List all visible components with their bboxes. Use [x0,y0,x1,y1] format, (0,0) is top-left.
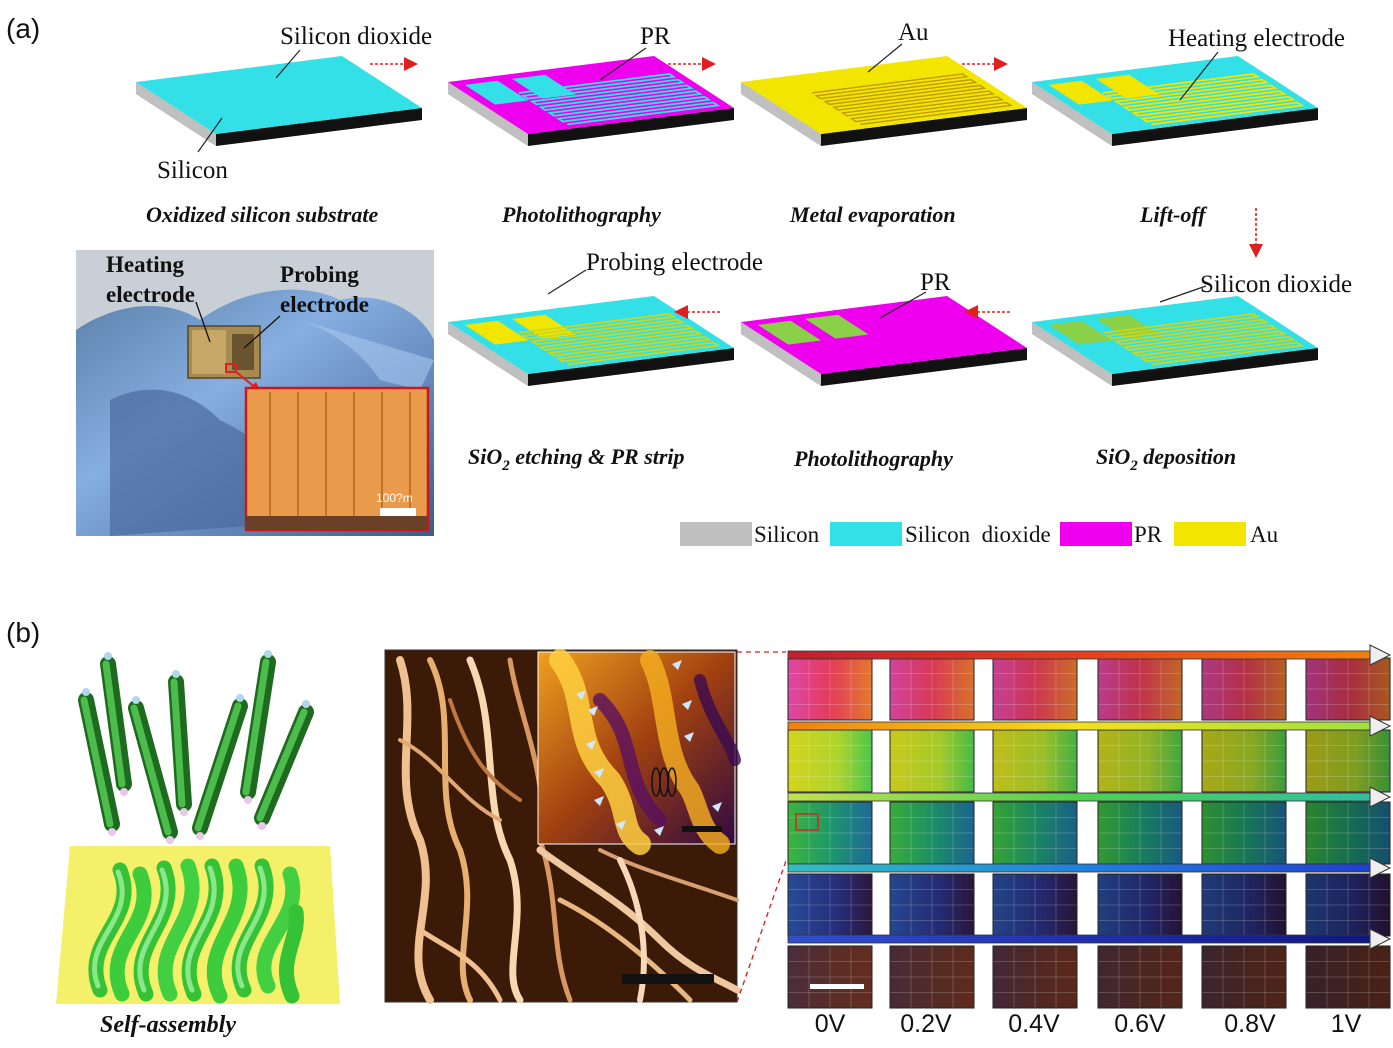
chip-au [741,56,1027,146]
panel-b-label: (b) [6,617,40,648]
color-tile [1201,729,1287,793]
voltage-label: 0.6V [1114,1010,1166,1038]
photo-label-probing-1: Probing [280,262,359,287]
label-au: Au [898,19,929,46]
legend-swatch-pr [1060,522,1132,546]
legend-swatch-silicon-dioxide [830,522,902,546]
legend-pr: PR [1134,522,1163,547]
caption-sio2-deposition: SiO2 deposition [1096,444,1236,474]
chip-lift [1032,56,1318,146]
spectrum-arrow [787,715,1392,737]
step-labels: Silicon dioxide Silicon PR Au Heating el… [157,19,1352,319]
voltage-labels: 0V 0.2V 0.4V 0.6V 0.8V 1V [815,1010,1362,1038]
voltage-label: 0.2V [900,1010,952,1038]
color-tile [1201,873,1287,937]
arrow-right-icon [404,57,418,71]
voltage-label: 0V [815,1010,846,1038]
afm-image [384,649,797,1004]
arrow-left-icon [674,305,688,319]
color-tile [889,729,975,793]
label-heating-electrode: Heating electrode [1168,25,1345,52]
color-tile [1305,729,1391,793]
color-tile [787,657,873,721]
label-silicon-dioxide: Silicon dioxide [280,23,432,50]
color-tile [1097,873,1183,937]
color-tile [1097,945,1183,1009]
color-tile [889,945,975,1009]
color-tile [1305,801,1391,865]
color-tile [1201,657,1287,721]
arrow-down-icon [1249,244,1263,258]
caption-oxidized-substrate: Oxidized silicon substrate [146,202,378,227]
color-tile [1097,729,1183,793]
voltage-label: 0.8V [1224,1010,1276,1038]
chip-dep [1032,296,1318,386]
color-tile [1201,801,1287,865]
legend-silicon-dioxide: Silicon dioxide [905,522,1051,547]
color-tile [1097,801,1183,865]
color-tile [1305,945,1391,1009]
color-tile [787,945,873,1009]
color-tile [787,801,873,865]
afm-marker-arrows [576,660,722,836]
self-assembly-illustration: Self-assembly [56,650,340,1038]
color-tile [992,729,1078,793]
caption-sio2-etching: SiO2 etching & PR strip [468,444,685,474]
label-silicon: Silicon [157,157,228,184]
legend: Silicon Silicon dioxide PR Au [680,522,1279,547]
spectrum-arrow [787,644,1392,666]
arrow-left-icon [964,305,978,319]
spectrum-arrow [787,928,1392,950]
color-tile [787,729,873,793]
color-tile [992,945,1078,1009]
color-tile [1097,657,1183,721]
color-tile [1201,945,1287,1009]
caption-metal-evaporation: Metal evaporation [789,202,956,227]
chip-substrate [136,56,422,146]
spectrum-arrow [787,857,1392,879]
color-tile [787,873,873,937]
color-tile [1305,657,1391,721]
panel-a-label: (a) [6,13,40,44]
color-tile [1305,873,1391,937]
photo-label-heating-1: Heating [106,252,184,277]
caption-photolithography-1: Photolithography [501,202,661,227]
color-tile [992,873,1078,937]
color-tile [992,801,1078,865]
legend-silicon: Silicon [754,522,820,547]
voltage-label: 0.4V [1008,1010,1060,1038]
voltage-label: 1V [1331,1010,1362,1038]
chip-pr2 [741,296,1027,386]
label-probing-electrode: Probing electrode [586,249,763,276]
self-assembly-caption: Self-assembly [100,1012,236,1038]
arrow-right-icon [994,57,1008,71]
legend-au: Au [1250,522,1279,547]
legend-swatch-au [1174,522,1246,546]
photo-scale-text: 100?m [376,491,413,505]
chip-pr1 [448,56,734,146]
legend-swatch-silicon [680,522,752,546]
arrow-right-icon [702,57,716,71]
caption-lift-off: Lift-off [1139,202,1208,227]
voltage-color-grid [786,644,1392,1009]
process-arrows [370,57,1263,319]
process-steps [136,56,1318,386]
label-pr-1: PR [640,23,671,50]
photo-label-heating-2: electrode [106,282,195,307]
caption-photolithography-2: Photolithography [793,446,953,471]
label-silicon-dioxide-2: Silicon dioxide [1200,271,1352,298]
step-captions: Oxidized silicon substrate Photolithogra… [146,202,1236,474]
color-tile [992,657,1078,721]
label-pr-2: PR [920,269,951,296]
chip-etch [448,296,734,386]
color-tile [889,873,975,937]
photo-label-probing-2: electrode [280,292,369,317]
color-tile [889,657,975,721]
device-photo: 100?m Heating electrode Probing electrod… [76,250,434,536]
color-tile [889,801,975,865]
spectrum-arrow [787,786,1392,808]
